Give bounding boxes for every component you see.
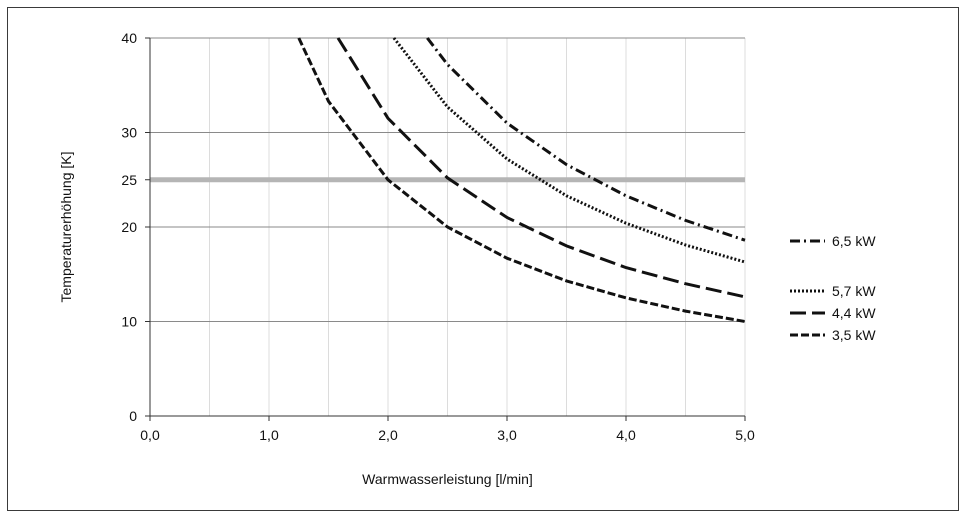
series-line — [297, 37, 746, 323]
legend: 6,5 kW 5,7 kW 4,4 kW 3,5 kW — [790, 233, 876, 343]
series-line — [336, 37, 746, 299]
y-tick-label: 0 — [129, 408, 137, 424]
legend-label: 5,7 kW — [832, 283, 876, 299]
legend-label: 6,5 kW — [832, 233, 876, 249]
series-line — [426, 37, 746, 242]
tick-labels: 0,0 1,0 2,0 3,0 4,0 5,0 0 10 20 25 30 40 — [121, 30, 755, 443]
y-tick-label: 40 — [121, 30, 137, 46]
y-tick-label: 30 — [121, 125, 137, 141]
y-tick-label: 25 — [121, 172, 137, 188]
x-tick-label: 1,0 — [259, 427, 279, 443]
x-tick-label: 4,0 — [616, 427, 636, 443]
x-tick-label: 3,0 — [497, 427, 517, 443]
series-line — [392, 37, 746, 264]
series-group — [297, 37, 746, 323]
y-tick-label: 20 — [121, 219, 137, 235]
x-tick-label: 0,0 — [140, 427, 160, 443]
legend-label: 4,4 kW — [832, 305, 876, 321]
y-tick-label: 10 — [121, 314, 137, 330]
x-tick-label: 2,0 — [378, 427, 398, 443]
x-tick-label: 5,0 — [735, 427, 755, 443]
legend-label: 3,5 kW — [832, 327, 876, 343]
y-axis-label: Temperaturerhöhung [K] — [58, 152, 74, 303]
chart-frame — [7, 7, 959, 511]
x-axis-label: Warmwasserleistung [l/min] — [362, 471, 533, 487]
